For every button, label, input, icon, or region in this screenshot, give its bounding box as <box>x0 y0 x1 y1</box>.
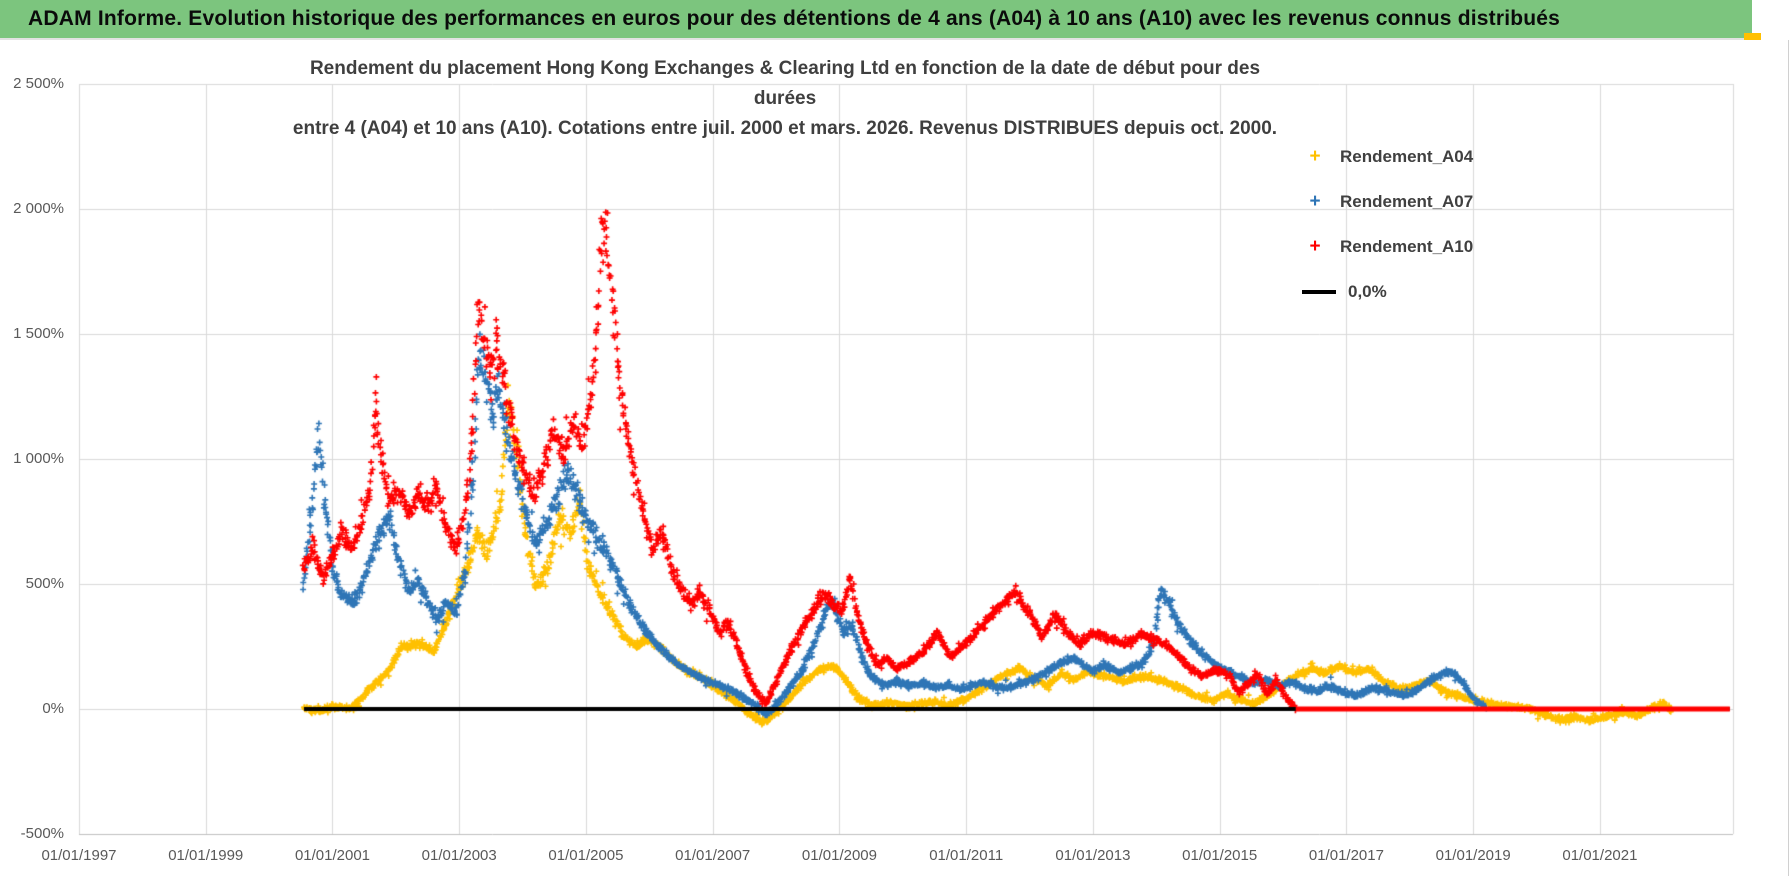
plus-marker-icon: + <box>1309 235 1321 257</box>
x-tick-label: 01/01/2017 <box>1308 847 1384 864</box>
x-tick-label: 01/01/2011 <box>929 847 1004 864</box>
y-tick-label: -500% <box>20 825 64 842</box>
y-tick-label: 2 000% <box>13 200 64 217</box>
chart-canvas <box>0 40 1790 886</box>
legend-label: Rendement_A10 <box>1340 236 1474 256</box>
chart-border-right <box>1788 40 1789 876</box>
x-tick-label: 01/01/2003 <box>421 847 497 864</box>
legend-item-rendement_a07: + Rendement_A07 <box>1302 179 1473 224</box>
x-tick-label: 01/01/2005 <box>548 847 624 864</box>
legend-item-zero-line: 0,0% <box>1302 269 1473 314</box>
app-title-bar: ADAM Informe. Evolution historique des p… <box>0 0 1752 40</box>
y-tick-label: 1 000% <box>13 450 64 467</box>
y-tick-label: 1 500% <box>13 325 64 342</box>
legend-label: Rendement_A07 <box>1340 191 1474 211</box>
x-tick-label: 01/01/2007 <box>675 847 751 864</box>
legend-label: 0,0% <box>1348 281 1387 301</box>
legend-item-rendement_a04: + Rendement_A04 <box>1302 134 1473 179</box>
y-tick-label: 500% <box>25 575 64 592</box>
x-tick-label: 01/01/2001 <box>294 847 371 864</box>
x-tick-label: 01/01/2015 <box>1182 847 1258 864</box>
chart-region: Rendement du placement Hong Kong Exchang… <box>0 40 1790 886</box>
x-tick-label: 01/01/2013 <box>1055 847 1131 864</box>
y-tick-label: 2 500% <box>13 75 64 92</box>
plus-marker-icon: + <box>1309 190 1321 212</box>
x-tick-label: 01/01/2021 <box>1562 847 1638 864</box>
zero-line-swatch-icon <box>1302 289 1336 294</box>
x-tick-label: 01/01/2009 <box>801 847 877 864</box>
x-tick-label: 01/01/2019 <box>1435 847 1511 864</box>
y-tick-label: 0% <box>42 700 64 717</box>
legend-item-rendement_a10: + Rendement_A10 <box>1302 224 1473 269</box>
x-tick-label: 01/01/1999 <box>168 847 244 864</box>
x-tick-label: 01/01/1997 <box>41 847 117 864</box>
legend-label: Rendement_A04 <box>1340 146 1474 166</box>
chart-title: Rendement du placement Hong Kong Exchang… <box>280 54 1290 144</box>
chart-title-line2: entre 4 (A04) et 10 ans (A10). Cotations… <box>292 118 1278 139</box>
app-title: ADAM Informe. Evolution historique des p… <box>28 7 1561 30</box>
legend: + Rendement_A04 + Rendement_A07 + Rendement_A… <box>1302 134 1473 314</box>
plus-marker-icon: + <box>1309 145 1321 167</box>
chart-title-line1: Rendement du placement Hong Kong Exchang… <box>309 58 1261 109</box>
